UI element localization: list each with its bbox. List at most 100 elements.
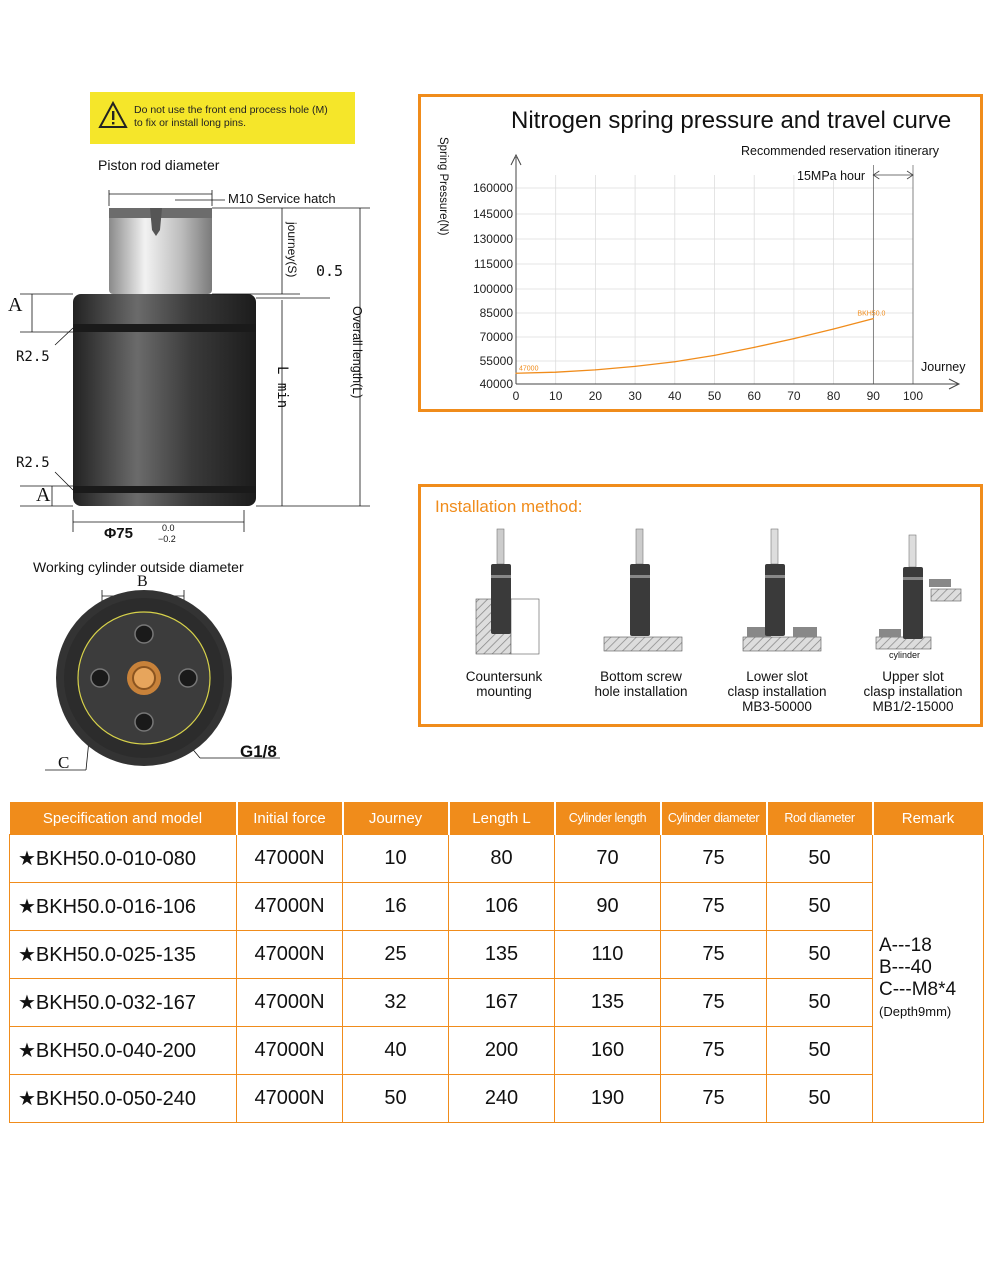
data-point [833, 328, 835, 330]
cyl-length-cell: 190 [554, 1074, 661, 1123]
data-point [634, 365, 636, 367]
specification-table: Specification and model Initial force Jo… [9, 802, 985, 1123]
table-row: ★BKH50.0-025-135 47000N 25 135 110 75 50 [9, 930, 984, 979]
force-cell: 47000N [236, 834, 343, 883]
y-tick-label: 55000 [480, 354, 514, 368]
caption-upper-slot: Upper slot clasp installation MB1/2-15000 [863, 669, 963, 714]
x-tick-label: 10 [549, 389, 563, 403]
side-view-drawing [20, 190, 370, 532]
data-point [872, 318, 874, 320]
rod-diameter-cell: 50 [766, 978, 873, 1027]
cyl-diameter-cell: 75 [660, 834, 767, 883]
reservation-arrow-left [872, 170, 880, 180]
y-tick-label: 100000 [473, 282, 513, 296]
cylinder-note: cylinder [889, 650, 921, 660]
length-cell: 80 [448, 834, 555, 883]
x-tick-label: 90 [867, 389, 881, 403]
x-tick-label: 20 [589, 389, 603, 403]
tolerance-upper: 0.0 [162, 523, 175, 533]
length-cell: 135 [448, 930, 555, 979]
y-tick-label: 115000 [474, 257, 513, 271]
c-label: C [58, 753, 70, 772]
y-axis-title: Spring Pressure(N) [437, 137, 449, 236]
phi-label: Φ75 [104, 525, 133, 542]
x-tick-label: 100 [903, 389, 923, 403]
chart-title: Nitrogen spring pressure and travel curv… [511, 107, 952, 134]
data-point [594, 369, 596, 371]
cyl-diameter-cell: 75 [660, 882, 767, 931]
tolerance-lower: −0.2 [158, 534, 176, 544]
length-cell: 106 [448, 882, 555, 931]
pressure-curve-panel: Nitrogen spring pressure and travel curv… [418, 94, 983, 412]
data-point [555, 371, 557, 373]
countersunk-illustration [475, 528, 540, 655]
journey-cell: 10 [342, 834, 449, 883]
rod-diameter-cell: 50 [766, 1026, 873, 1075]
mpa-label: 15MPa hour [797, 169, 866, 183]
data-point [793, 338, 795, 340]
y-axis-arrow [510, 153, 522, 166]
cyl-length-cell: 70 [554, 834, 661, 883]
header-rod-diameter: Rod diameter [766, 802, 874, 835]
model-cell: ★BKH50.0-016-106 [9, 882, 237, 931]
pressure-chart: 0 10 20 30 40 50 60 70 80 90 100 40000 55000 70000 850… [473, 153, 961, 403]
force-cell: 47000N [236, 882, 343, 931]
table-row: ★BKH50.0-010-080 47000N 10 80 70 75 50 A… [9, 834, 984, 1123]
y-tick-label: 40000 [480, 377, 514, 391]
installation-title: Installation method: [435, 497, 583, 516]
reservation-arrow-right [906, 170, 914, 180]
cyl-length-cell: 90 [554, 882, 661, 931]
length-cell: 167 [448, 978, 555, 1027]
data-point [674, 361, 676, 363]
x-tick-label: 40 [668, 389, 682, 403]
overall-length-label: Overall length(L) [350, 306, 364, 399]
caption-lower-slot: Lower slot clasp installation MB3-50000 [727, 669, 827, 714]
header-cyl-length: Cylinder length [554, 802, 662, 835]
force-cell: 47000N [236, 930, 343, 979]
model-cell: ★BKH50.0-025-135 [9, 930, 237, 979]
header-cyl-diameter: Cylinder diameter [660, 802, 768, 835]
journey-cell: 16 [342, 882, 449, 931]
cyl-length-cell: 160 [554, 1026, 661, 1075]
r25-label-top: R2.5 [16, 349, 50, 365]
y-tick-label: 85000 [480, 306, 514, 320]
piston-rod-diameter-label: Piston rod diameter [98, 157, 220, 173]
series-start-label: 47000 [519, 365, 539, 372]
header-remark: Remark [872, 802, 985, 835]
data-point [713, 354, 716, 356]
model-cell: ★BKH50.0-032-167 [9, 978, 237, 1027]
header-length: Length L [448, 802, 556, 835]
model-cell: ★BKH50.0-010-080 [9, 834, 237, 883]
cyl-diameter-cell: 75 [660, 1074, 767, 1123]
model-cell: ★BKH50.0-050-240 [9, 1074, 237, 1123]
cyl-length-cell: 110 [554, 930, 661, 979]
x-tick-label: 80 [827, 389, 841, 403]
warning-banner: Do not use the front end process hole (M… [90, 92, 355, 144]
x-tick-label: 50 [708, 389, 722, 403]
length-cell: 240 [448, 1074, 555, 1123]
installation-panel: Installation method: [418, 484, 983, 727]
cyl-length-cell: 135 [554, 978, 661, 1027]
rod-diameter-cell: 50 [766, 1074, 873, 1123]
table-row: ★BKH50.0-050-240 47000N 50 240 190 75 50 [9, 1074, 984, 1123]
data-point [753, 346, 755, 348]
remark-cell: A---18 B---40 C---M8*4 (Depth9mm) [872, 834, 984, 1123]
x-tick-label: 60 [748, 389, 762, 403]
y-tick-label: 145000 [473, 207, 513, 221]
bottom-view-drawing [45, 590, 280, 771]
lower-slot-illustration [742, 528, 822, 652]
rod-diameter-cell: 50 [766, 930, 873, 979]
force-cell: 47000N [236, 1074, 343, 1123]
header-force: Initial force [236, 802, 344, 835]
journey-cell: 40 [342, 1026, 449, 1075]
table-row: ★BKH50.0-016-106 47000N 16 106 90 75 50 [9, 882, 984, 931]
cyl-diameter-cell: 75 [660, 978, 767, 1027]
piston-rod [109, 208, 212, 294]
force-cell: 47000N [236, 1026, 343, 1075]
gap-label: 0.5 [316, 262, 344, 280]
model-cell: ★BKH50.0-040-200 [9, 1026, 237, 1075]
rod-diameter-cell: 50 [766, 882, 873, 931]
working-cylinder-label: Working cylinder outside diameter [33, 559, 244, 575]
journey-s-label: journey(S) [285, 222, 299, 278]
a-label-bottom: A [36, 484, 51, 506]
